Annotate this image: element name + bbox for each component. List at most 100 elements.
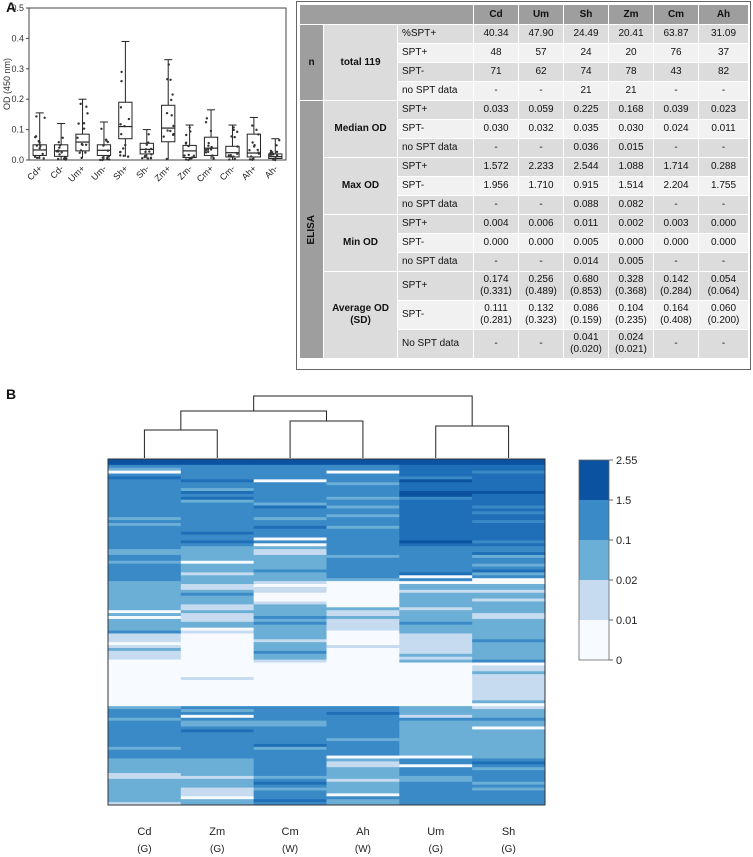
heatmap-cell (108, 732, 182, 736)
data-point (145, 143, 148, 146)
heatmap-cell (326, 595, 400, 600)
heatmap-cell (326, 473, 400, 477)
heatmap-cell (472, 799, 546, 803)
heatmap-cell (180, 775, 255, 780)
box-Sh+ (118, 101, 133, 140)
heatmap-cell (108, 778, 182, 783)
heatmap-cell (326, 592, 400, 597)
heatmap-cell (399, 726, 473, 730)
table-cell: 0.164 (0.408) (653, 300, 699, 330)
heatmap-cell (399, 522, 473, 527)
heatmap-cell (399, 781, 473, 786)
row-label: no SPT data (397, 138, 474, 158)
heatmap-cell (108, 485, 182, 489)
heatmap-cell (253, 650, 327, 655)
data-point (251, 141, 254, 144)
heatmap-cell (326, 482, 400, 486)
data-point (172, 124, 175, 128)
heatmap-cell (326, 636, 400, 640)
heatmap-cell (108, 496, 182, 501)
heatmap-cell (253, 528, 327, 533)
heatmap-cell (253, 770, 327, 774)
table-cell: 0.000 (473, 233, 519, 253)
heatmap-cell (472, 522, 546, 527)
heatmap-cell (326, 679, 400, 684)
heatmap-cell (399, 569, 473, 573)
heatmap-cell (253, 569, 327, 573)
heatmap-cell (108, 531, 182, 536)
heatmap-cell (472, 624, 546, 629)
heatmap-cell (472, 784, 546, 789)
table-cell: - (698, 329, 749, 359)
heatmap-cell (399, 627, 473, 632)
heatmap-cell (180, 630, 255, 634)
heatmap-cell (180, 627, 255, 632)
table-cell: 0.060 (0.200) (698, 300, 749, 330)
data-point (148, 150, 151, 153)
heatmap-cell (399, 595, 473, 600)
table-cell: 0.023 (698, 100, 749, 120)
table-cell: 76 (653, 43, 699, 63)
heatmap-cell (253, 552, 327, 556)
heatmap-cell (180, 543, 255, 547)
heatmap-cell (108, 781, 182, 786)
heatmap-cell (253, 520, 327, 524)
heatmap-cell (108, 790, 182, 794)
table-cell: 0.086 (0.159) (563, 300, 609, 330)
data-point (188, 126, 191, 129)
column-header-cm: Cm (653, 4, 699, 25)
data-point (84, 143, 88, 146)
elisa-summary-table: Cd Um Sh Zm Cm Ah n total 119 %SPT+ 40.34 47.90 24.… (299, 4, 749, 359)
y-tick-label: 0.5 (11, 3, 24, 13)
data-point (119, 123, 122, 126)
heatmap-cell (326, 485, 400, 489)
heatmap-cell (399, 610, 473, 614)
heatmap-cell (253, 738, 327, 742)
heatmap-cell (472, 537, 546, 541)
heatmap-cell (180, 682, 255, 687)
x-tick-label: Ah+ (240, 163, 259, 182)
table-cell: 0.059 (518, 100, 564, 120)
heatmap-column-label: Cd (137, 826, 151, 838)
heatmap-cell (253, 691, 327, 696)
heatmap-cell (253, 572, 327, 576)
heatmap-cell (180, 502, 255, 507)
data-point (235, 152, 239, 156)
data-point (150, 153, 153, 156)
heatmap-cell (108, 537, 182, 541)
table-cell: 0.033 (473, 100, 519, 120)
heatmap-cell (253, 595, 327, 600)
heatmap-cell (326, 528, 400, 533)
heatmap-cell (253, 761, 327, 765)
heatmap-cell (326, 493, 400, 498)
table-cell: 0.006 (518, 214, 564, 234)
heatmap-cell (399, 572, 473, 576)
heatmap-cell (180, 514, 255, 518)
heatmap-cell (180, 554, 255, 559)
heatmap-cell (108, 799, 182, 803)
heatmap-cell (326, 557, 400, 562)
legend-swatch (579, 460, 609, 500)
table-cell: - (653, 252, 699, 272)
data-point (118, 150, 122, 154)
heatmap-cell (108, 793, 182, 797)
legend-label: 0.1 (616, 535, 631, 547)
heatmap-cell (180, 467, 255, 472)
heatmap-cell (180, 784, 255, 789)
heatmap-cell (472, 598, 546, 602)
row-label: SPT+ (397, 100, 474, 120)
column-header-sh: Sh (563, 4, 609, 25)
table-cell: 0.024 (653, 119, 699, 139)
data-point (102, 144, 105, 147)
heatmap-cell (253, 581, 327, 585)
heatmap-cell (326, 496, 400, 501)
heatmap-cell (108, 706, 182, 710)
heatmap-cell (326, 700, 400, 704)
heatmap-cell (399, 482, 473, 486)
heatmap-cell (253, 746, 327, 751)
heatmap-cell (326, 598, 400, 602)
heatmap-cell (180, 685, 255, 690)
data-point (144, 150, 147, 154)
legend-label: 2.55 (616, 455, 637, 467)
table-cell: 2.204 (653, 176, 699, 196)
